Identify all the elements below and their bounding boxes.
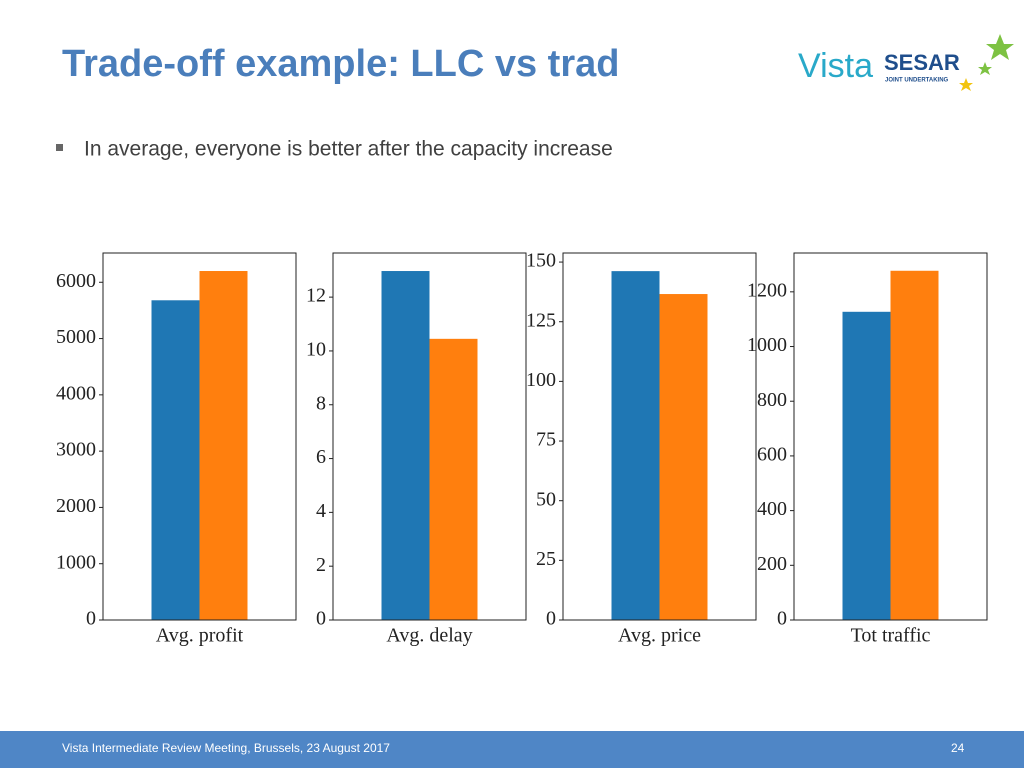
bar	[429, 338, 478, 620]
y-tick-label: 4000	[56, 382, 96, 404]
footer-text: Vista Intermediate Review Meeting, Bruss…	[62, 741, 390, 755]
bar	[890, 270, 939, 620]
y-tick-label: 5000	[56, 326, 96, 348]
x-tick-label: Avg. price	[618, 625, 701, 647]
y-tick-label: 1000	[747, 334, 787, 356]
footer-bar	[0, 731, 1024, 768]
bullet-text: In average, everyone is better after the…	[84, 138, 613, 161]
y-tick-label: 8	[316, 392, 326, 414]
bar	[199, 271, 248, 620]
logo-star	[986, 34, 1014, 60]
logo-star	[959, 78, 973, 91]
axes-frame	[102, 252, 297, 621]
y-tick-label: 0	[777, 608, 787, 630]
y-tick-label: 0	[86, 608, 96, 630]
y-tick-label: 800	[757, 389, 787, 411]
x-tick-label: Avg. profit	[156, 625, 244, 647]
slide-title: Trade-off example: LLC vs trad	[62, 43, 619, 85]
y-tick-label: 10	[306, 339, 326, 361]
axes-frame	[562, 252, 757, 621]
y-tick-label: 6	[316, 446, 326, 468]
bar	[659, 294, 708, 620]
y-tick-label: 150	[526, 250, 556, 272]
bar	[611, 271, 660, 620]
x-tick-label: Avg. delay	[386, 625, 472, 647]
y-tick-label: 12	[306, 285, 326, 307]
y-tick-label: 2000	[56, 495, 96, 517]
x-tick-label: Tot traffic	[851, 625, 931, 647]
logo-subtitle: JOINT UNDERTAKING	[885, 78, 949, 84]
y-tick-label: 200	[757, 553, 787, 575]
y-tick-label: 600	[757, 444, 787, 466]
y-tick-label: 0	[316, 608, 326, 630]
y-tick-label: 125	[526, 309, 556, 331]
logo-sesar: SESAR	[884, 50, 960, 75]
y-tick-label: 3000	[56, 439, 96, 461]
page-number: 24	[951, 741, 965, 755]
axes-frame	[332, 252, 527, 621]
logo-star	[978, 62, 992, 75]
bar	[842, 311, 891, 620]
bullet-marker	[56, 144, 63, 151]
y-tick-label: 2	[316, 554, 326, 576]
logo-vista: Vista	[798, 47, 873, 85]
y-tick-label: 400	[757, 498, 787, 520]
bar	[151, 300, 200, 620]
y-tick-label: 100	[526, 369, 556, 391]
bar	[381, 271, 430, 620]
y-tick-label: 4	[316, 500, 326, 522]
y-tick-label: 75	[536, 429, 556, 451]
y-tick-label: 50	[536, 488, 556, 510]
y-tick-label: 6000	[56, 270, 96, 292]
y-tick-label: 1000	[56, 551, 96, 573]
y-tick-label: 25	[536, 548, 556, 570]
y-tick-label: 1200	[747, 279, 787, 301]
axes-frame	[793, 252, 988, 621]
y-tick-label: 0	[546, 608, 556, 630]
